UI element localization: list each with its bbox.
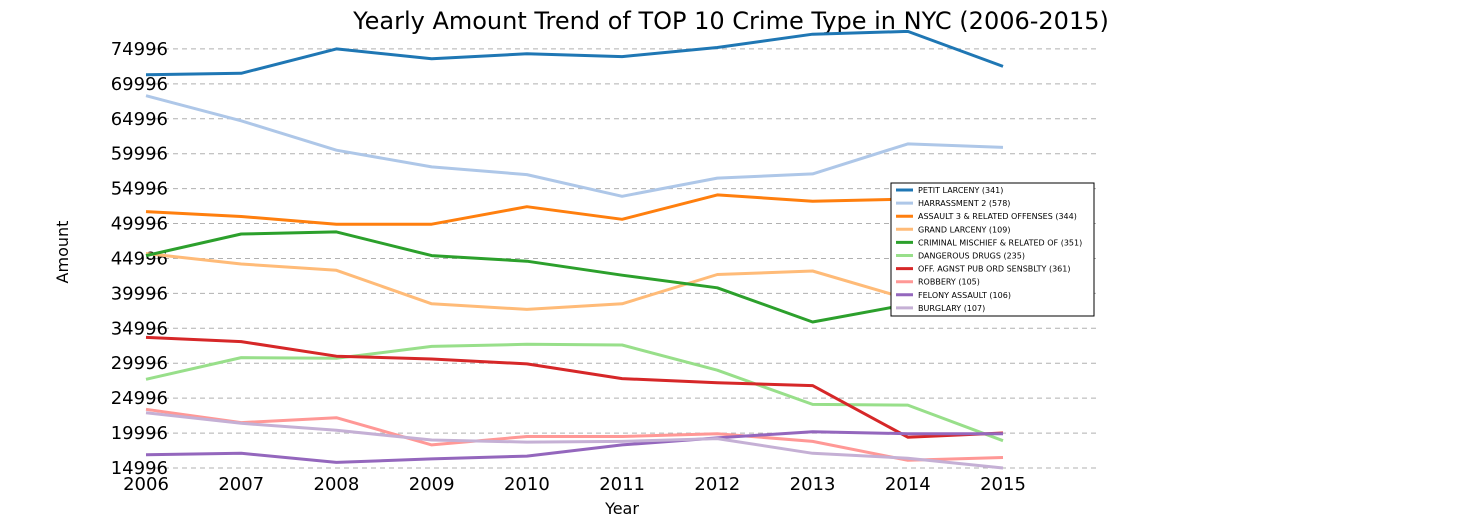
y-tick-label: 29996 <box>111 353 168 374</box>
legend-entry: OFF. AGNST PUB ORD SENSBLTY (361) <box>918 265 1070 274</box>
series-line <box>145 230 1004 324</box>
y-tick-label: 59996 <box>111 144 168 165</box>
series-line <box>145 411 1004 470</box>
series-line <box>145 252 1004 311</box>
y-tick-label: 69996 <box>111 74 168 95</box>
legend-entry: DANGEROUS DRUGS (235) <box>918 252 1025 261</box>
y-tick-label: 19996 <box>111 423 168 444</box>
y-tick-label: 39996 <box>111 283 168 304</box>
x-tick-label: 2013 <box>790 474 836 495</box>
chart-title: Yearly Amount Trend of TOP 10 Crime Type… <box>352 7 1109 35</box>
legend-entry: ROBBERY (105) <box>918 278 980 287</box>
legend-entry: PETIT LARCENY (341) <box>918 186 1003 195</box>
series-line <box>145 335 1004 439</box>
series-line <box>145 407 1004 462</box>
series-line <box>145 430 1003 464</box>
y-axis-label: Amount <box>53 221 72 284</box>
x-tick-label: 2015 <box>980 474 1026 495</box>
series-lines <box>145 29 1004 470</box>
legend-box <box>890 182 1095 317</box>
legend-entry: GRAND LARCENY (109) <box>918 225 1010 234</box>
y-tick-label: 14996 <box>111 458 168 479</box>
x-axis-label: Year <box>604 499 639 518</box>
legend: PETIT LARCENY (341) HARRASSMENT 2 (578) AS… <box>890 182 1095 317</box>
legend-entry: FELONY ASSAULT (106) <box>918 291 1011 300</box>
y-tick-label: 54996 <box>111 179 168 200</box>
legend-entry: ASSAULT 3 & RELATED OFFENSES (344) <box>918 212 1077 221</box>
legend-entry: CRIMINAL MISCHIEF & RELATED OF (351) <box>918 238 1082 247</box>
x-tick-label: 2011 <box>599 474 645 495</box>
y-tick-label: 49996 <box>111 214 168 235</box>
legend-entry: BURGLARY (107) <box>918 304 985 313</box>
x-tick-label: 2007 <box>218 474 264 495</box>
x-tick-label: 2008 <box>314 474 360 495</box>
legend-entry: HARRASSMENT 2 (578) <box>918 199 1010 208</box>
y-tick-label: 74996 <box>111 39 168 60</box>
series-line <box>145 342 1004 443</box>
x-tick-labels: 2006 2007 2008 2009 2010 2011 2012 2013 2014 2015 <box>123 474 1026 495</box>
y-tick-labels: 1499619996249962999634996399964499649996… <box>111 39 168 479</box>
series-line <box>145 193 1004 226</box>
x-tick-label: 2010 <box>504 474 550 495</box>
series-line <box>145 94 1004 198</box>
y-tick-label: 24996 <box>111 388 168 409</box>
x-tick-label: 2012 <box>694 474 740 495</box>
y-tick-label: 34996 <box>111 318 168 339</box>
x-tick-label: 2014 <box>885 474 931 495</box>
series-line <box>145 29 1004 77</box>
x-tick-label: 2006 <box>123 474 169 495</box>
x-tick-label: 2009 <box>409 474 455 495</box>
y-tick-label: 64996 <box>111 109 168 130</box>
